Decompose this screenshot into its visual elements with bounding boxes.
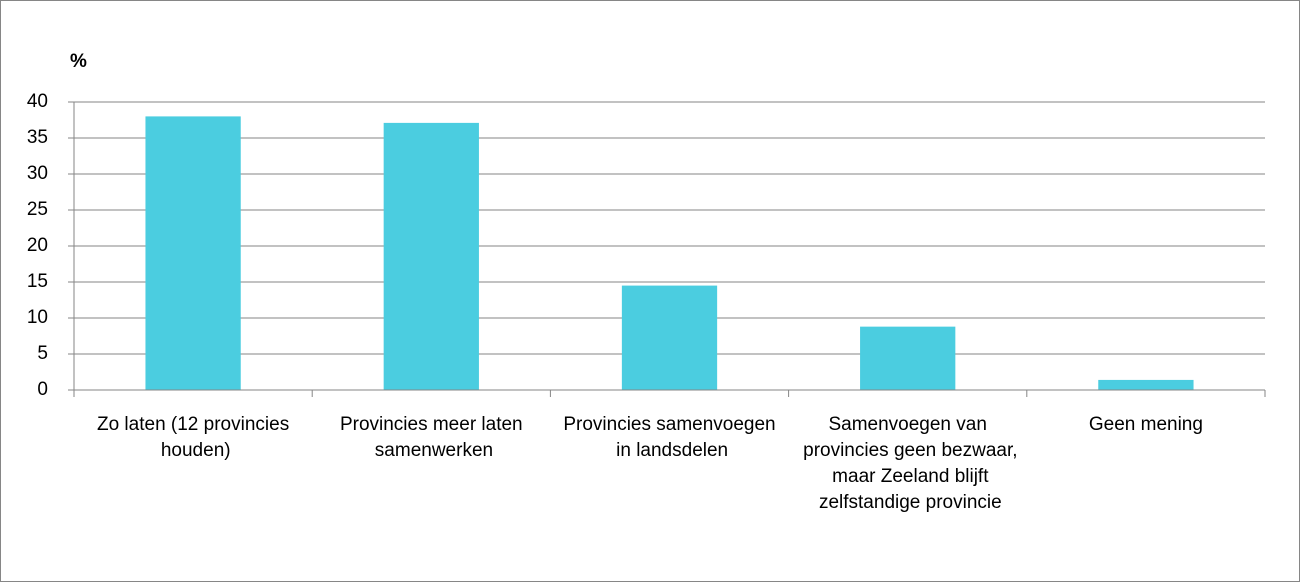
bar [145,116,241,391]
y-axis-label: % [70,51,87,72]
y-tick-label: 15 [27,271,48,292]
bar [860,326,956,390]
y-tick-label: 20 [27,235,48,256]
x-tick-label: Samenvoegen van provincies geen bezwaar,… [798,414,1018,513]
y-tick-label: 35 [27,127,48,148]
x-tick-label: Zo laten (12 provincies houden) [97,414,289,461]
x-tick-label: Geen mening [1089,414,1203,435]
bar [383,122,479,390]
bar [621,285,718,390]
y-tick-label: 10 [27,307,48,328]
y-tick-label: 25 [27,199,48,220]
y-tick-label: 5 [37,343,48,364]
y-tick-label: 40 [27,91,48,112]
y-tick-label: 0 [37,379,48,400]
y-tick-label: 30 [27,163,48,184]
x-tick-label: Provincies meer laten samenwerken [340,414,523,461]
x-tick-label: Provincies samenvoegen in landsdelen [563,414,775,461]
bar [1098,379,1194,390]
